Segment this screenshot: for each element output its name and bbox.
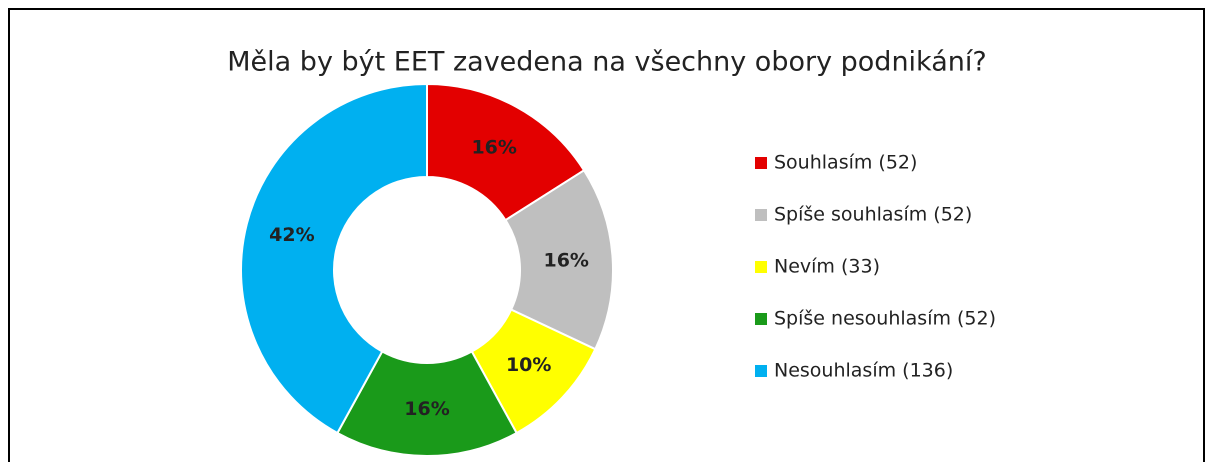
data-label: 16% xyxy=(543,250,588,272)
data-label: 16% xyxy=(404,398,449,420)
frame xyxy=(8,8,1205,462)
data-label: 42% xyxy=(269,224,314,246)
legend-label: Spíše souhlasím (52) xyxy=(774,204,972,226)
slice xyxy=(504,168,614,351)
legend-label: Souhlasím (52) xyxy=(774,152,917,174)
slice xyxy=(336,350,518,457)
data-label: 10% xyxy=(506,354,551,376)
slice xyxy=(426,82,586,222)
legend-label: Nevím (33) xyxy=(774,256,880,278)
data-label: 16% xyxy=(471,136,516,158)
legend-swatch xyxy=(755,209,767,221)
legend-label: Spíše nesouhlasím (52) xyxy=(774,308,996,330)
legend-label: Nesouhlasím (136) xyxy=(774,360,953,382)
legend-swatch xyxy=(755,365,767,377)
legend-swatch xyxy=(755,261,767,273)
legend-swatch xyxy=(755,157,767,169)
slice xyxy=(240,82,428,435)
chart-title: Měla by být EET zavedena na všechny obor… xyxy=(227,47,986,78)
legend-swatch xyxy=(755,313,767,325)
